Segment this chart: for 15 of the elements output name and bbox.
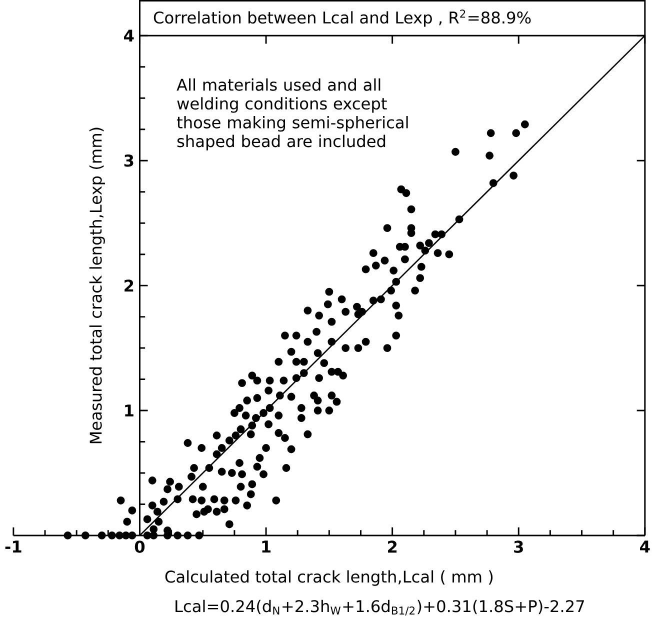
y-tick-label: 1 <box>125 404 134 416</box>
annotation: All materials used and all welding conditions except those making semi-spherical shaped bead are included <box>176 78 408 150</box>
chart-title: Correlation between Lcal and Lexp , R$^{2}$=88.9% <box>154 10 531 27</box>
x-axis-title: Calculated total crack length,Lcal ( mm ) <box>165 570 493 586</box>
x-tick-label: -1 <box>5 540 22 552</box>
x-tick-label: 3 <box>514 540 523 553</box>
x-tick-label: 2 <box>388 540 397 553</box>
x-tick-label: 1 <box>262 540 271 552</box>
y-axis-title: Measured total crack length,Lexp (mm) <box>89 128 105 444</box>
x-tick-label: 4 <box>640 540 650 552</box>
x-tick-label: 0 <box>134 540 145 553</box>
text: Lcal=0.24(d$_{N}$+2.3h$_{W}$+1.6d$_{B1/2}$)+0.31(1.8S+P)-2.27 <box>176 600 584 616</box>
y-tick-label: 4 <box>124 30 134 42</box>
y-tick-label: 2 <box>124 280 134 292</box>
y-tick-label: 3 <box>124 154 134 167</box>
